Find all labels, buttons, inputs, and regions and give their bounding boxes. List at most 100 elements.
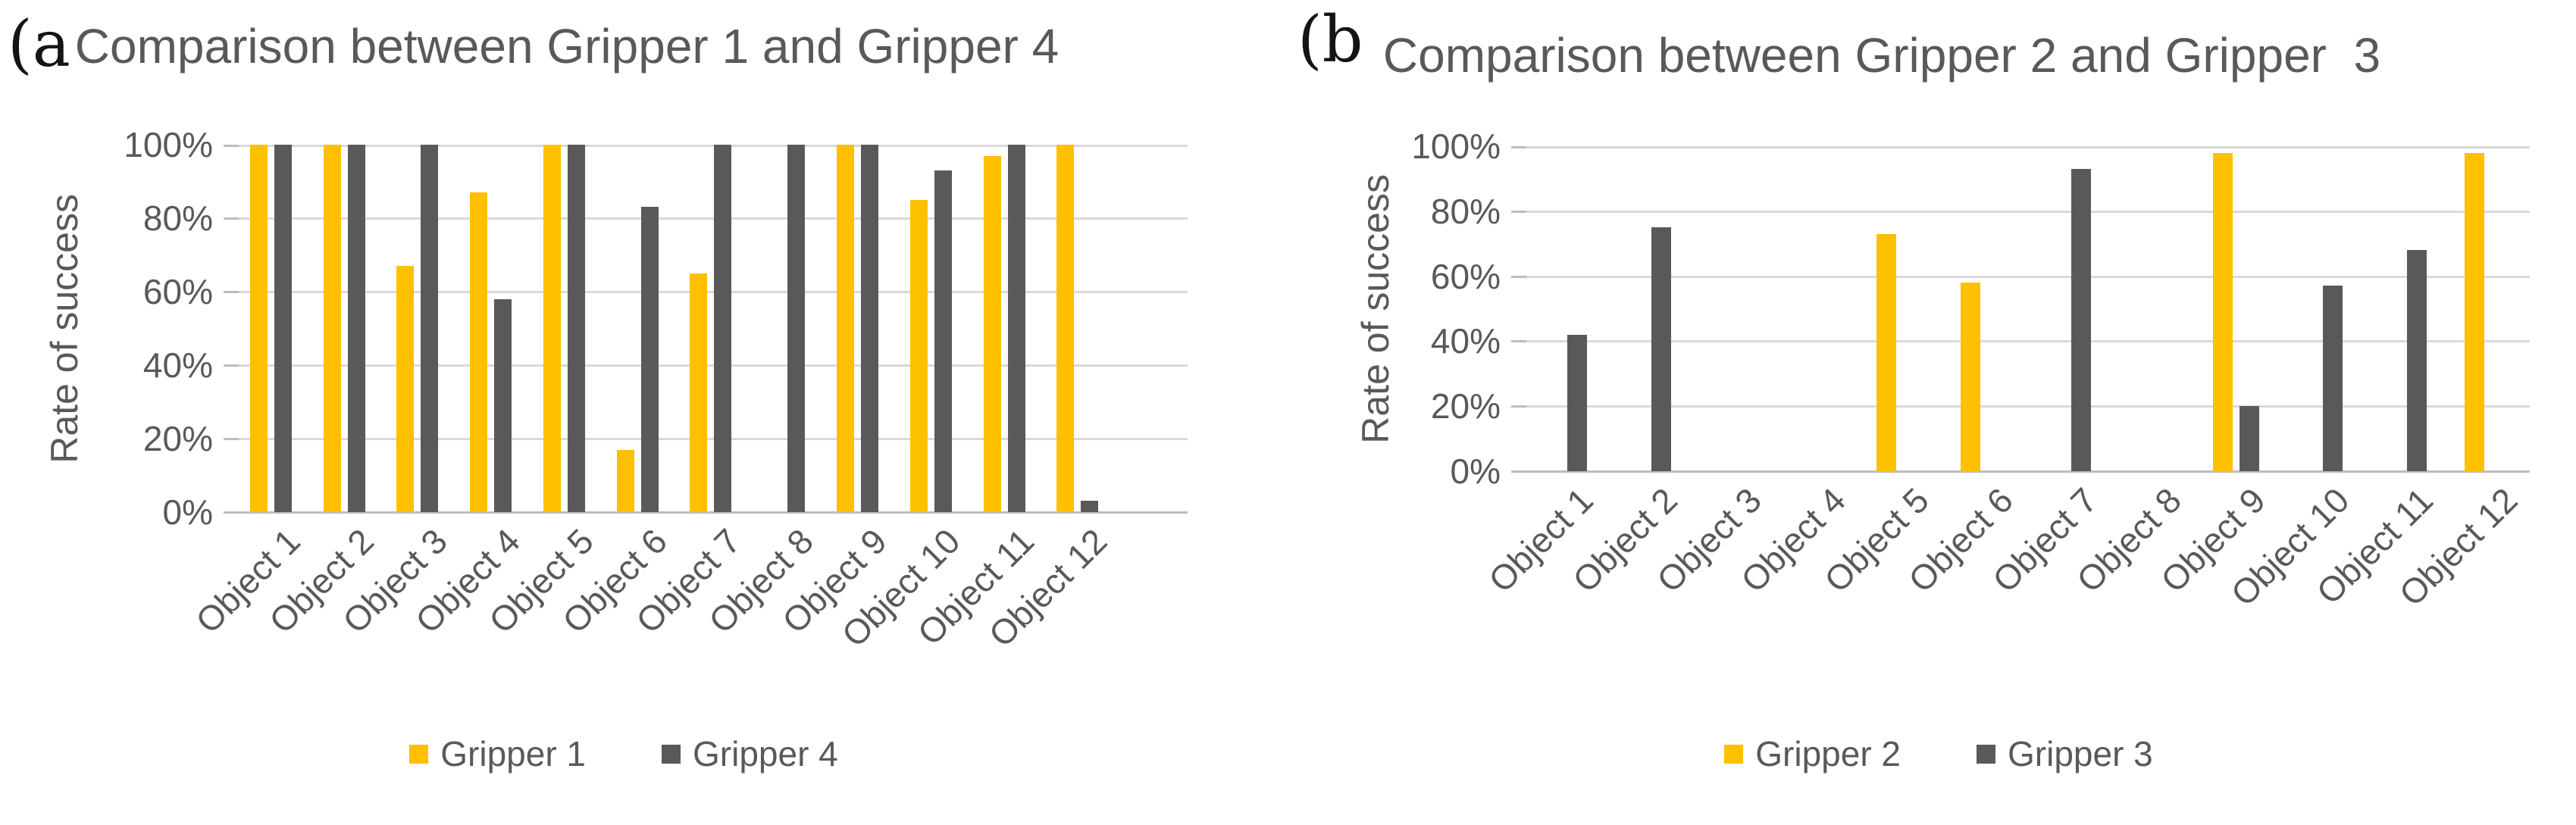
panel-a-chart-title: Comparison between Gripper 1 and Gripper… (74, 19, 1060, 73)
bar-group (1522, 335, 1606, 471)
bar (983, 156, 1001, 512)
bar (2212, 153, 2233, 471)
bar (2465, 153, 2485, 471)
gridline (234, 291, 1188, 293)
panel-a: (a Comparison between Gripper 1 and Grip… (8, 7, 1188, 774)
x-axis-line (1522, 470, 2530, 473)
y-tick-mark (224, 217, 239, 220)
bar (1056, 145, 1075, 512)
bar-group (1858, 234, 1942, 471)
y-tick-mark (224, 511, 239, 514)
bar (714, 145, 732, 512)
y-tick-label: 0% (162, 492, 213, 532)
legend-item: Gripper 4 (662, 733, 838, 774)
bar-group (1041, 145, 1114, 512)
bar (567, 145, 585, 512)
bar (2323, 286, 2343, 471)
bar (837, 145, 855, 512)
bar (2071, 169, 2091, 471)
bar (616, 450, 634, 512)
gridline (1522, 146, 2530, 148)
bar (1081, 501, 1099, 512)
bar-group (527, 145, 601, 512)
gridline (1522, 340, 2530, 342)
bar-group (675, 145, 748, 512)
legend-item: Gripper 1 (409, 733, 586, 774)
y-tick-mark (224, 291, 239, 293)
panel-b-chart-title: Comparison between Gripper 2 and Gripper… (1382, 28, 2381, 83)
y-tick-mark (1511, 340, 1526, 342)
bar (2239, 406, 2259, 471)
bar (1567, 335, 1587, 471)
y-tick-label: 40% (142, 345, 213, 385)
bar-group (308, 145, 381, 512)
bar-group (2278, 286, 2362, 471)
y-tick-label: 20% (1430, 386, 1501, 426)
legend-label: Gripper 3 (2008, 734, 2153, 773)
bar (396, 266, 415, 512)
panel-b-legend: Gripper 2 Gripper 3 (1347, 733, 2530, 774)
y-tick-mark (224, 438, 239, 440)
panel-b-label: (b (1297, 2, 1363, 77)
panel-b-plot-area (1511, 146, 2530, 473)
bar-group (1606, 227, 1690, 471)
gridline (1522, 405, 2530, 408)
gridline (1522, 276, 2530, 278)
bar (787, 145, 806, 512)
y-tick-mark (224, 145, 239, 147)
panel-b: (b Comparison between Gripper 2 and Grip… (1288, 0, 2576, 825)
y-tick-label: 80% (1430, 192, 1501, 231)
bar (690, 273, 708, 512)
bar (1961, 283, 1981, 471)
x-axis-line (234, 511, 1188, 514)
legend-item: Gripper 2 (1724, 733, 1901, 774)
y-tick-label: 100% (124, 125, 213, 164)
gridline (234, 438, 1188, 440)
y-tick-label: 0% (1450, 452, 1501, 491)
y-tick-mark (1511, 470, 1526, 473)
bar (640, 207, 659, 512)
bar-group (2362, 250, 2446, 471)
bar-group (821, 145, 894, 512)
bar (323, 145, 341, 512)
bar-group (2446, 153, 2530, 471)
bar (347, 145, 365, 512)
gridline (234, 145, 1188, 147)
gridline (234, 217, 1188, 220)
bar (421, 145, 439, 512)
gridline (234, 364, 1188, 367)
bar (494, 299, 512, 512)
legend-swatch-icon (1977, 744, 1995, 764)
y-tick-mark (1511, 146, 1526, 148)
bar-group (1942, 283, 2026, 471)
bar-group (894, 170, 968, 512)
legend-swatch-icon (409, 744, 429, 764)
gridline (1522, 211, 2530, 213)
bar-group (381, 145, 455, 512)
bar-group (968, 145, 1041, 512)
bar (861, 145, 879, 512)
y-tick-label: 60% (1430, 257, 1501, 296)
legend-label: Gripper 1 (440, 734, 586, 773)
y-tick-label: 20% (142, 419, 213, 458)
y-tick-mark (1511, 276, 1526, 278)
legend-label: Gripper 4 (693, 734, 838, 773)
panel-a-legend: Gripper 1 Gripper 4 (60, 733, 1188, 774)
bar (1876, 234, 1897, 471)
bar-group (454, 192, 527, 512)
y-tick-label: 100% (1411, 127, 1501, 166)
bar (274, 145, 292, 512)
legend-label: Gripper 2 (1755, 734, 1901, 773)
bar (2407, 250, 2427, 471)
bar (249, 145, 268, 512)
bar-group (2194, 153, 2278, 471)
bar-group (2026, 169, 2110, 471)
bar-group (747, 145, 821, 512)
legend-swatch-icon (1724, 744, 1744, 764)
y-tick-mark (224, 364, 239, 367)
panel-a-label: (a (8, 7, 70, 81)
bar (1007, 145, 1025, 512)
y-tick-label: 60% (142, 272, 213, 311)
panel-a-plot-area (224, 145, 1188, 514)
y-tick-mark (1511, 211, 1526, 213)
